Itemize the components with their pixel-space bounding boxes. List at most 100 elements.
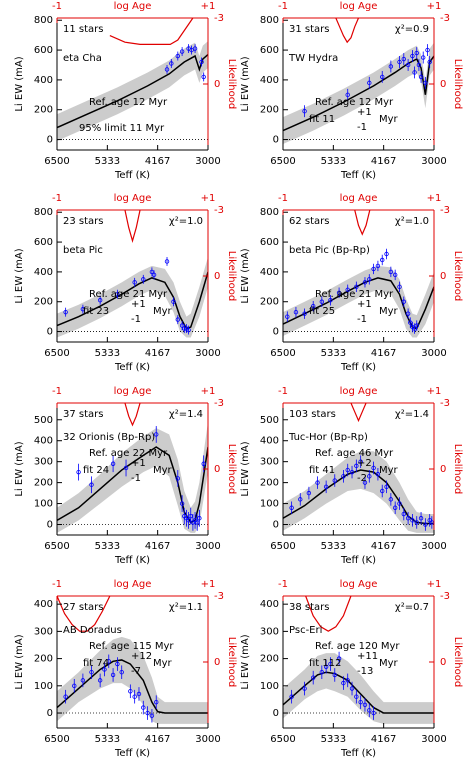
data-point	[405, 516, 411, 521]
star-count: 62 stars	[289, 216, 329, 227]
model-curve	[57, 271, 208, 330]
y2-tick-label: 0	[214, 657, 220, 668]
fit-minus: -1	[357, 122, 367, 133]
y-tick-label: 200	[260, 105, 279, 116]
x-tick-label: 5333	[95, 541, 120, 552]
data-point	[192, 46, 198, 51]
x-tick-label: 4167	[145, 156, 170, 167]
y2-axis-label: Likelihood	[452, 637, 463, 687]
data-point	[285, 314, 290, 319]
data-point	[328, 661, 333, 667]
y-tick-label: 200	[260, 297, 279, 308]
star-count: 27 stars	[63, 602, 103, 613]
y-tick-label: 800	[34, 15, 53, 26]
y-tick-label: 600	[260, 237, 279, 248]
cluster-name: Tuc-Hor (Bp-Rp)	[288, 432, 368, 443]
data-point	[332, 478, 337, 483]
x-tick-label: 4167	[371, 348, 396, 359]
data-point	[401, 56, 406, 62]
fit-age: fit 23	[83, 306, 109, 317]
data-point	[315, 480, 320, 485]
x-axis-label: Teff (K)	[114, 362, 150, 373]
x2-tick-label: -1	[278, 579, 288, 590]
y-tick-label: 800	[260, 15, 279, 26]
data-point	[367, 474, 372, 479]
data-point	[421, 55, 426, 60]
cluster-name: TW Hydra	[288, 53, 338, 64]
x-tick-label: 3000	[195, 348, 220, 359]
fit-minus: -13	[357, 666, 373, 677]
data-point	[72, 683, 77, 689]
data-point	[80, 306, 86, 312]
data-point	[63, 694, 68, 699]
y2-axis-label: Likelihood	[226, 444, 237, 494]
y-tick-label: 200	[34, 478, 53, 489]
data-point	[302, 109, 307, 114]
plot-area	[283, 451, 434, 533]
data-point	[412, 70, 417, 75]
y-tick-label: 400	[260, 75, 279, 86]
data-point	[149, 713, 155, 718]
data-point	[115, 292, 120, 297]
fit-plus: +1	[131, 458, 146, 469]
data-point	[354, 463, 359, 469]
data-point	[410, 518, 415, 523]
fit-plus: +11	[357, 651, 378, 662]
y2-tick-label: -3	[440, 13, 450, 24]
star-count: 38 stars	[289, 602, 329, 613]
data-point	[89, 482, 94, 487]
y-tick-label: 300	[260, 457, 279, 468]
data-point	[293, 309, 299, 315]
data-point	[358, 699, 363, 705]
data-point	[388, 269, 394, 275]
x2-axis-label: log Age	[340, 579, 378, 590]
data-point	[319, 299, 325, 304]
data-point	[375, 472, 381, 477]
data-point	[405, 311, 411, 316]
star-count: 103 stars	[289, 409, 336, 420]
cluster-name: eta Cha	[63, 53, 102, 64]
x-tick-label: 6500	[270, 541, 295, 552]
x-axis-label: Teff (K)	[340, 748, 376, 759]
x-axis-label: Teff (K)	[340, 170, 376, 181]
x2-tick-label: -1	[52, 386, 62, 397]
data-point	[164, 67, 170, 72]
x-tick-label: 3000	[421, 156, 446, 167]
fit-age: fit 11	[309, 114, 335, 125]
y-tick-label: 0	[273, 135, 279, 146]
chi-square: χ²=1.4	[169, 409, 203, 420]
fit-unit: Myr	[153, 465, 173, 476]
uncertainty-band	[57, 636, 208, 724]
x-tick-label: 4167	[145, 541, 170, 552]
likelihood-curve	[124, 402, 141, 427]
likelihood-curve	[56, 595, 111, 632]
data-point	[418, 74, 424, 80]
reference-age: Ref. age 12 Myr	[89, 97, 168, 108]
data-point	[201, 74, 206, 80]
data-point	[97, 678, 103, 683]
y2-tick-label: -3	[214, 13, 224, 24]
y-tick-label: 100	[260, 499, 279, 510]
cluster-name: AB Doradus	[63, 625, 122, 636]
data-point	[371, 465, 376, 471]
y-axis-label: Li EW (mA)	[14, 56, 25, 111]
data-point	[323, 664, 329, 669]
x-tick-label: 6500	[44, 156, 69, 167]
x-axis-label: Teff (K)	[114, 555, 150, 566]
data-point	[323, 484, 329, 490]
x2-tick-label: -1	[278, 193, 288, 204]
data-point	[414, 323, 419, 328]
y-tick-label: 100	[34, 499, 53, 510]
data-point	[358, 459, 363, 464]
y-tick-label: 0	[47, 520, 53, 531]
plot-area	[57, 421, 208, 533]
data-point	[110, 672, 116, 678]
data-point	[76, 469, 81, 475]
plot-area	[283, 651, 434, 724]
x2-tick-label: -1	[52, 1, 62, 12]
cluster-name: beta Pic	[63, 245, 103, 256]
y-tick-label: 200	[34, 654, 53, 665]
fit-unit: Myr	[379, 306, 399, 317]
x-tick-label: 5333	[321, 156, 346, 167]
y-tick-label: 200	[260, 478, 279, 489]
